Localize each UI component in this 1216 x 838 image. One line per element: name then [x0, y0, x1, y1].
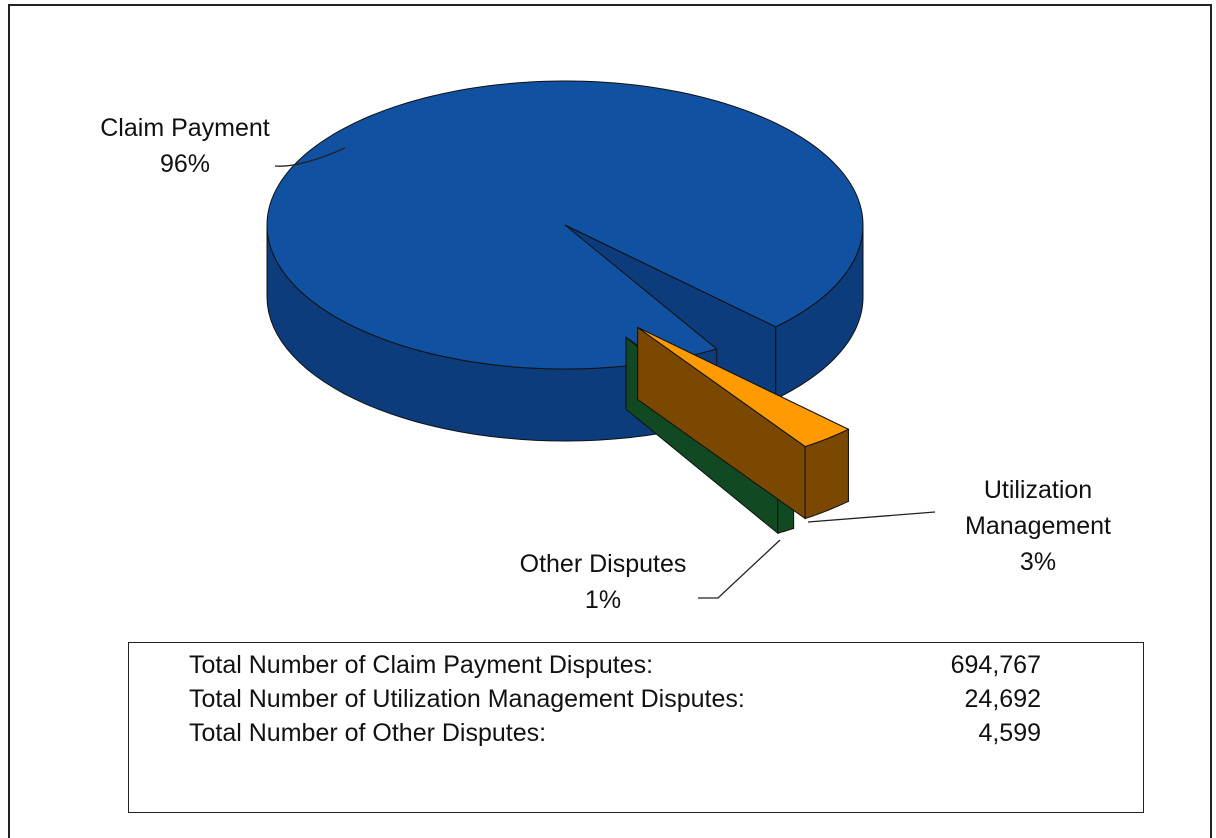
leader-line: [807, 511, 936, 523]
category-label: Other Disputes: [519, 550, 687, 578]
data-label: Utilization Management 3%: [938, 472, 1138, 580]
value-label: 3%: [1019, 548, 1057, 576]
totals-value: 4,599: [978, 719, 1041, 747]
slice: [637, 327, 850, 448]
data-label: Other Disputes 1%: [473, 546, 733, 618]
slice: [266, 80, 864, 370]
data-label: Claim Payment 96%: [55, 110, 315, 182]
totals-row: Total Number of Claim Payment Disputes: 6…: [189, 651, 1041, 687]
totals-row: Total Number of Other Disputes: 4,599: [189, 719, 1041, 755]
totals-label: Total Number of Other Disputes:: [189, 719, 547, 747]
frame: [8, 4, 1212, 838]
value-label: 96%: [159, 150, 211, 178]
category-label: Utilization Management: [965, 476, 1111, 540]
totals-row: Total Number of Utilization Management D…: [189, 685, 1041, 721]
totals-label: Total Number of Utilization Management D…: [189, 685, 745, 713]
totals-value: 694,767: [950, 651, 1041, 679]
totals-value: 24,692: [964, 685, 1041, 713]
value-label: 1%: [584, 586, 622, 614]
totals-label: Total Number of Claim Payment Disputes:: [189, 651, 654, 679]
leader-line: [698, 539, 781, 599]
category-label: Claim Payment: [100, 114, 270, 142]
leader-line: [274, 147, 346, 167]
totals-box: Total Number of Claim Payment Disputes: 6…: [128, 642, 1144, 813]
